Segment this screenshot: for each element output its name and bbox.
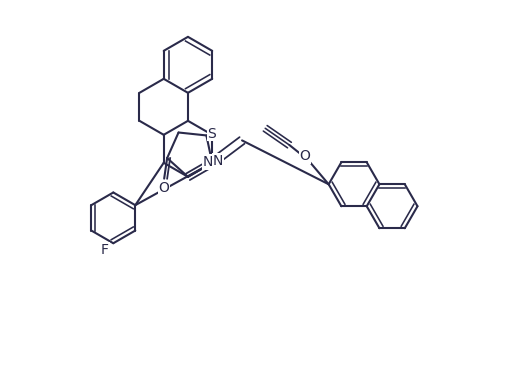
Text: O: O bbox=[159, 181, 170, 195]
Text: F: F bbox=[101, 243, 109, 257]
Text: O: O bbox=[300, 149, 310, 163]
Text: S: S bbox=[208, 127, 216, 141]
Text: N: N bbox=[213, 154, 223, 168]
Text: N: N bbox=[203, 155, 213, 169]
